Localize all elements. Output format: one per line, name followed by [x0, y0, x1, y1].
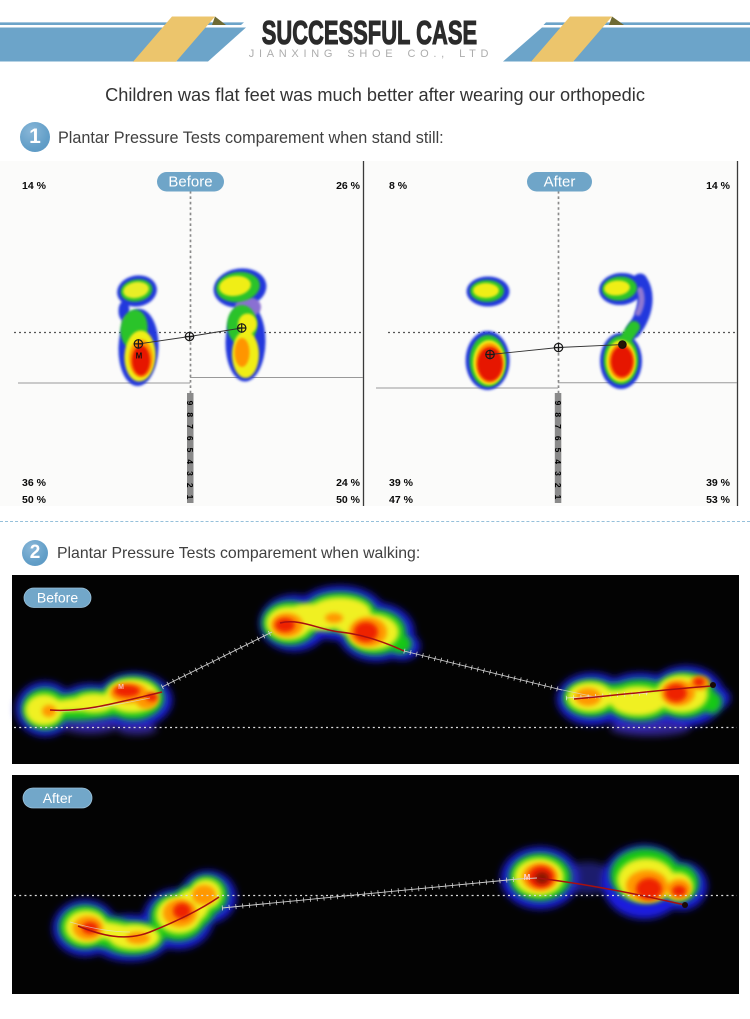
svg-text:2: 2 [185, 483, 195, 488]
svg-text:4: 4 [185, 459, 195, 464]
svg-text:47 %: 47 % [389, 494, 414, 506]
svg-text:5: 5 [185, 448, 195, 453]
svg-text:7: 7 [553, 424, 563, 429]
svg-text:2: 2 [553, 483, 563, 488]
svg-text:Before: Before [37, 590, 78, 606]
svg-text:14 %: 14 % [22, 180, 47, 192]
svg-text:After: After [43, 790, 73, 806]
svg-text:8: 8 [185, 412, 195, 417]
svg-text:53 %: 53 % [706, 494, 731, 506]
svg-text:5: 5 [553, 448, 563, 453]
svg-text:Before: Before [168, 174, 212, 191]
svg-text:26 %: 26 % [336, 180, 361, 192]
svg-text:7: 7 [185, 424, 195, 429]
svg-text:M: M [118, 684, 124, 691]
svg-text:39 %: 39 % [389, 477, 414, 489]
svg-text:1: 1 [185, 495, 195, 500]
svg-text:6: 6 [553, 436, 563, 441]
svg-text:1: 1 [553, 495, 563, 500]
svg-text:M: M [524, 873, 531, 882]
svg-text:9: 9 [553, 401, 563, 406]
svg-text:M: M [136, 352, 143, 361]
svg-text:39 %: 39 % [706, 477, 731, 489]
svg-text:14 %: 14 % [706, 180, 731, 192]
svg-text:6: 6 [185, 436, 195, 441]
svg-text:50 %: 50 % [336, 494, 361, 506]
svg-text:50 %: 50 % [22, 494, 47, 506]
svg-text:24 %: 24 % [336, 477, 361, 489]
svg-text:4: 4 [553, 459, 563, 464]
svg-text:After: After [544, 174, 576, 191]
svg-text:36 %: 36 % [22, 477, 47, 489]
svg-text:8: 8 [553, 412, 563, 417]
svg-text:3: 3 [185, 471, 195, 476]
svg-text:8 %: 8 % [389, 180, 408, 192]
svg-text:9: 9 [185, 401, 195, 406]
svg-text:3: 3 [553, 471, 563, 476]
